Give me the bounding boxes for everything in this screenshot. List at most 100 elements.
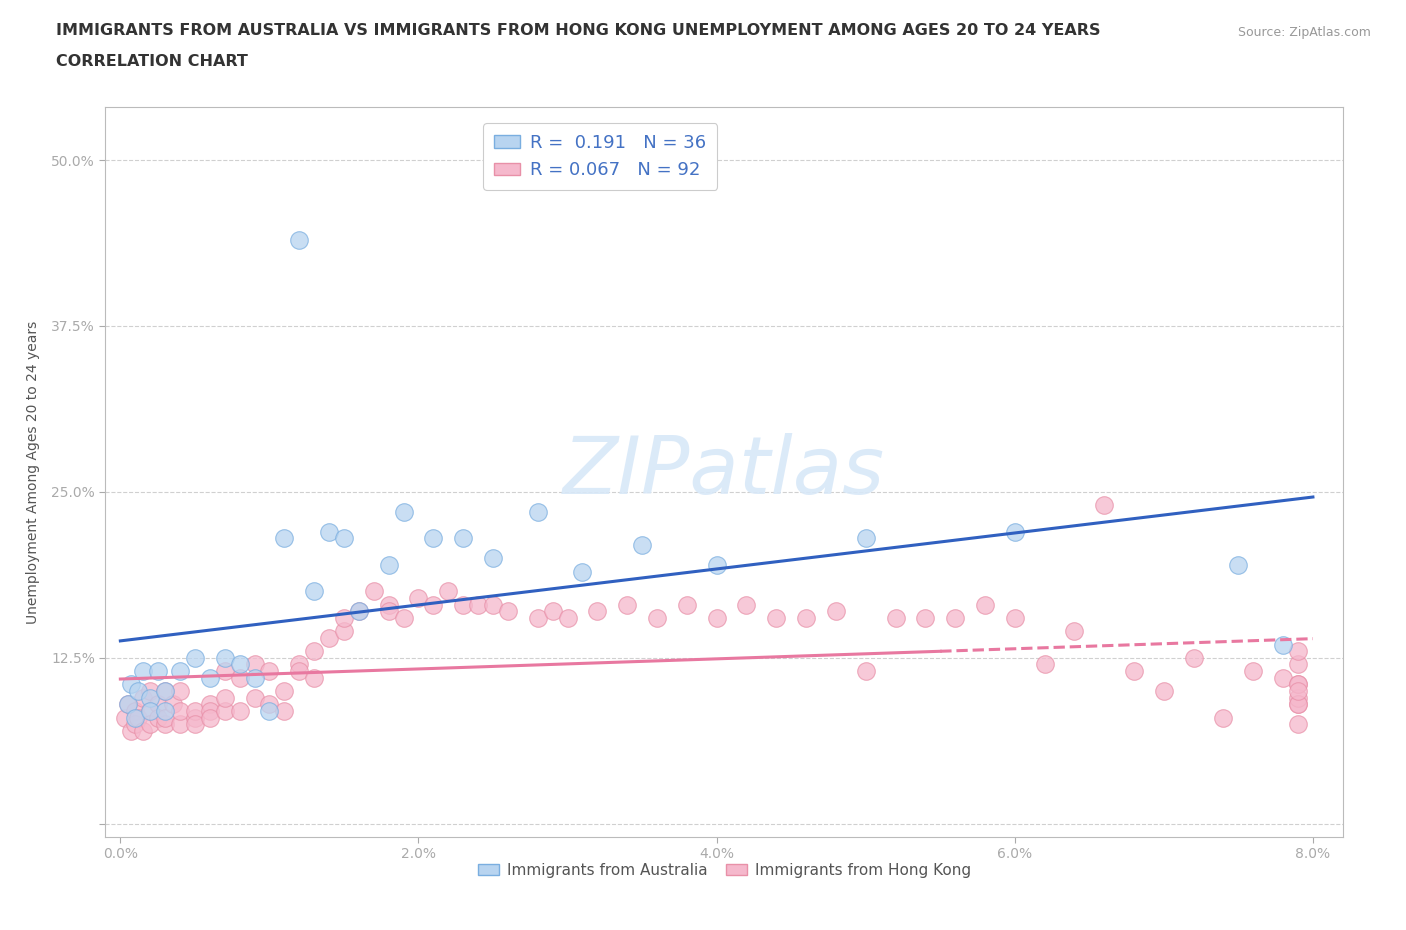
Point [169, 664, 191, 679]
Point [1272, 671, 1295, 685]
Point [616, 597, 638, 612]
Point [259, 697, 281, 711]
Point [794, 611, 817, 626]
Point [1182, 650, 1205, 665]
Point [120, 724, 142, 738]
Point [273, 684, 295, 698]
Point [243, 671, 266, 685]
Point [153, 684, 176, 698]
Point [855, 664, 877, 679]
Point [146, 664, 169, 679]
Point [117, 697, 139, 711]
Point [377, 557, 399, 572]
Point [243, 657, 266, 671]
Point [120, 677, 142, 692]
Point [765, 611, 787, 626]
Point [228, 657, 250, 671]
Point [1004, 525, 1026, 539]
Point [496, 604, 519, 618]
Text: CORRELATION CHART: CORRELATION CHART [56, 54, 247, 69]
Point [1227, 557, 1250, 572]
Point [586, 604, 609, 618]
Point [153, 711, 176, 725]
Point [124, 703, 146, 718]
Point [288, 232, 311, 247]
Point [259, 664, 281, 679]
Point [127, 711, 149, 725]
Point [333, 531, 356, 546]
Point [735, 597, 758, 612]
Point [153, 703, 176, 718]
Point [302, 644, 325, 658]
Y-axis label: Unemployment Among Ages 20 to 24 years: Unemployment Among Ages 20 to 24 years [27, 320, 39, 624]
Point [1286, 684, 1309, 698]
Point [825, 604, 848, 618]
Point [437, 584, 460, 599]
Point [333, 611, 356, 626]
Point [347, 604, 370, 618]
Point [153, 717, 176, 732]
Point [117, 697, 139, 711]
Point [1241, 664, 1264, 679]
Point [706, 557, 728, 572]
Point [943, 611, 966, 626]
Point [273, 531, 295, 546]
Point [124, 717, 146, 732]
Point [914, 611, 936, 626]
Point [214, 703, 236, 718]
Point [408, 591, 430, 605]
Point [214, 664, 236, 679]
Point [169, 684, 191, 698]
Point [162, 697, 184, 711]
Point [139, 703, 162, 718]
Point [198, 671, 221, 685]
Point [1092, 498, 1115, 512]
Point [184, 703, 207, 718]
Point [114, 711, 136, 725]
Point [1286, 697, 1309, 711]
Point [214, 650, 236, 665]
Point [855, 531, 877, 546]
Point [169, 703, 191, 718]
Text: ZIPatlas: ZIPatlas [562, 433, 886, 511]
Point [139, 703, 162, 718]
Point [467, 597, 489, 612]
Point [422, 531, 444, 546]
Point [482, 597, 505, 612]
Point [243, 690, 266, 705]
Point [1286, 717, 1309, 732]
Point [526, 504, 548, 519]
Point [631, 538, 654, 552]
Point [974, 597, 997, 612]
Point [1286, 697, 1309, 711]
Point [288, 657, 311, 671]
Point [184, 711, 207, 725]
Point [273, 703, 295, 718]
Point [451, 597, 474, 612]
Point [675, 597, 697, 612]
Point [422, 597, 444, 612]
Point [1286, 677, 1309, 692]
Point [153, 684, 176, 698]
Point [1033, 657, 1056, 671]
Point [1286, 644, 1309, 658]
Point [392, 611, 415, 626]
Point [198, 711, 221, 725]
Point [127, 684, 149, 698]
Text: Source: ZipAtlas.com: Source: ZipAtlas.com [1237, 26, 1371, 39]
Point [363, 584, 385, 599]
Point [645, 611, 668, 626]
Point [392, 504, 415, 519]
Point [526, 611, 548, 626]
Point [139, 690, 162, 705]
Point [557, 611, 579, 626]
Point [228, 671, 250, 685]
Point [198, 703, 221, 718]
Point [884, 611, 907, 626]
Point [706, 611, 728, 626]
Point [146, 711, 169, 725]
Point [124, 711, 146, 725]
Point [259, 703, 281, 718]
Point [1286, 677, 1309, 692]
Point [184, 650, 207, 665]
